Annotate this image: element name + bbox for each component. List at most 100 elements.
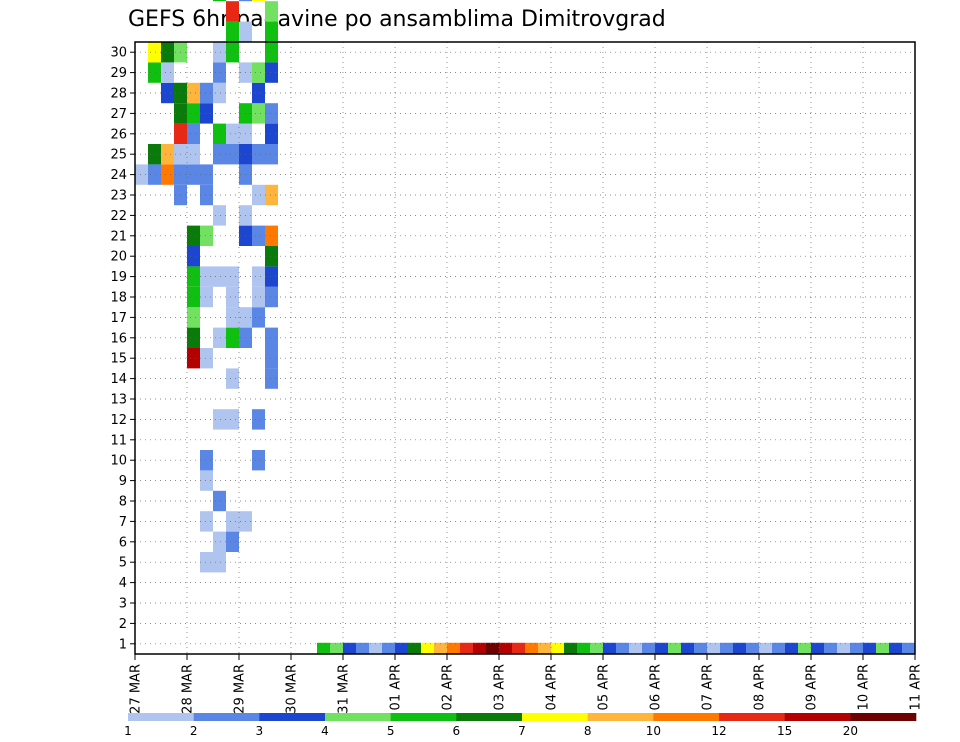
heatmap-base-segment <box>785 642 798 654</box>
heatmap-cell <box>213 62 226 83</box>
heatmap-base-segment <box>473 642 486 654</box>
heatmap-cell <box>187 307 200 328</box>
heatmap-base-segment <box>668 642 681 654</box>
heatmap-cell <box>213 205 226 226</box>
heatmap-cell <box>187 246 200 267</box>
y-tick-label: 10 <box>110 454 127 469</box>
heatmap-base-segment <box>681 642 694 654</box>
colorbar-swatch <box>193 713 260 721</box>
heatmap-base-segment <box>811 642 824 654</box>
heatmap-cell <box>226 144 239 165</box>
heatmap-cell <box>200 470 213 491</box>
colorbar-swatch <box>784 713 851 721</box>
heatmap-cell <box>213 409 226 430</box>
heatmap-cell <box>265 123 278 144</box>
heatmap-cell <box>226 21 239 42</box>
y-tick-label: 5 <box>119 556 127 571</box>
heatmap-cell <box>252 103 265 124</box>
heatmap-base-segment <box>798 642 811 654</box>
heatmap-base-segment <box>603 642 616 654</box>
heatmap-cell <box>200 286 213 308</box>
heatmap-cell <box>187 103 200 124</box>
heatmap-cell <box>226 266 239 287</box>
heatmap-base-segment <box>434 642 447 654</box>
x-tick-label: 05 APR <box>597 664 612 710</box>
heatmap-cell <box>213 82 226 104</box>
heatmap-base-segment <box>330 642 343 654</box>
colorbar-swatch <box>522 713 588 721</box>
chart-title: GEFS 6hr padavine po ansamblima Dimitrov… <box>128 7 666 32</box>
y-tick-label: 21 <box>110 229 127 244</box>
heatmap-cell <box>200 225 213 246</box>
x-tick-label: 30 MAR <box>285 664 300 714</box>
heatmap-cells <box>135 0 915 654</box>
y-tick-label: 9 <box>119 474 127 489</box>
heatmap-cell <box>187 286 200 308</box>
heatmap-cell <box>252 286 265 308</box>
heatmap-cell <box>265 286 278 308</box>
heatmap-cell <box>252 184 265 206</box>
heatmap-base-segment <box>343 642 356 654</box>
heatmap-cell <box>226 307 239 328</box>
heatmap-cell <box>187 327 200 348</box>
colorbar-label: 8 <box>584 724 592 738</box>
heatmap-base-segment <box>824 642 837 654</box>
heatmap-cell <box>213 531 226 552</box>
heatmap-cell <box>187 266 200 287</box>
y-tick-label: 1 <box>119 637 127 652</box>
heatmap-base-segment <box>902 642 915 654</box>
heatmap-base-segment <box>616 642 629 654</box>
heatmap-cell <box>161 164 174 185</box>
heatmap-cell <box>239 0 252 2</box>
colorbar-label: 15 <box>777 724 792 738</box>
y-tick-label: 24 <box>110 168 127 183</box>
heatmap-cell <box>265 266 278 287</box>
colorbar-label: 12 <box>711 724 726 738</box>
y-tick-label: 27 <box>110 107 127 122</box>
heatmap-base-segment <box>707 642 720 654</box>
colorbar-label: 2 <box>190 724 198 738</box>
heatmap-base-segment <box>759 642 772 654</box>
colorbar-swatch <box>128 713 194 721</box>
heatmap-cell <box>213 266 226 287</box>
x-tick-label: 06 APR <box>649 664 664 710</box>
x-axis-ticks: 27 MAR 28 MAR 29 MAR 30 MAR 31 MAR 01 APR 02 A… <box>129 654 924 714</box>
heatmap-cell <box>187 348 200 369</box>
heatmap-base-segment <box>642 642 655 654</box>
heatmap-base-segment <box>733 642 746 654</box>
y-tick-label: 8 <box>119 495 127 510</box>
y-tick-label: 23 <box>110 189 127 204</box>
x-tick-label: 01 APR <box>389 664 404 710</box>
heatmap-base-segment <box>408 642 421 654</box>
heatmap-cell <box>187 164 200 185</box>
y-tick-label: 30 <box>110 46 127 61</box>
heatmap-cell <box>265 348 278 369</box>
heatmap-cell <box>148 144 161 165</box>
y-tick-label: 12 <box>110 413 127 428</box>
colorbar-label: 4 <box>321 724 329 738</box>
heatmap-cell <box>213 552 226 573</box>
heatmap-cell <box>226 1 239 22</box>
heatmap-base-segment <box>889 642 902 654</box>
y-tick-label: 7 <box>119 515 127 530</box>
y-tick-label: 16 <box>110 331 127 346</box>
heatmap-cell <box>252 82 265 104</box>
colorbar-label: 1 <box>124 724 132 738</box>
y-tick-label: 22 <box>110 209 127 224</box>
colorbar-label: 6 <box>453 724 461 738</box>
heatmap-base-segment <box>447 642 460 654</box>
heatmap-cell <box>226 511 239 532</box>
heatmap-base-segment <box>863 642 876 654</box>
heatmap-cell <box>213 42 226 63</box>
heatmap-cell <box>252 144 265 165</box>
colorbar-swatch <box>390 713 457 721</box>
heatmap-cell <box>252 0 265 2</box>
heatmap-cell <box>200 552 213 573</box>
heatmap-base-segment <box>356 642 369 654</box>
x-tick-label: 08 APR <box>753 664 768 710</box>
heatmap-base-segment <box>577 642 590 654</box>
heatmap-cell <box>252 450 265 471</box>
grid-lines <box>134 42 916 654</box>
x-tick-label: 04 APR <box>545 664 560 710</box>
